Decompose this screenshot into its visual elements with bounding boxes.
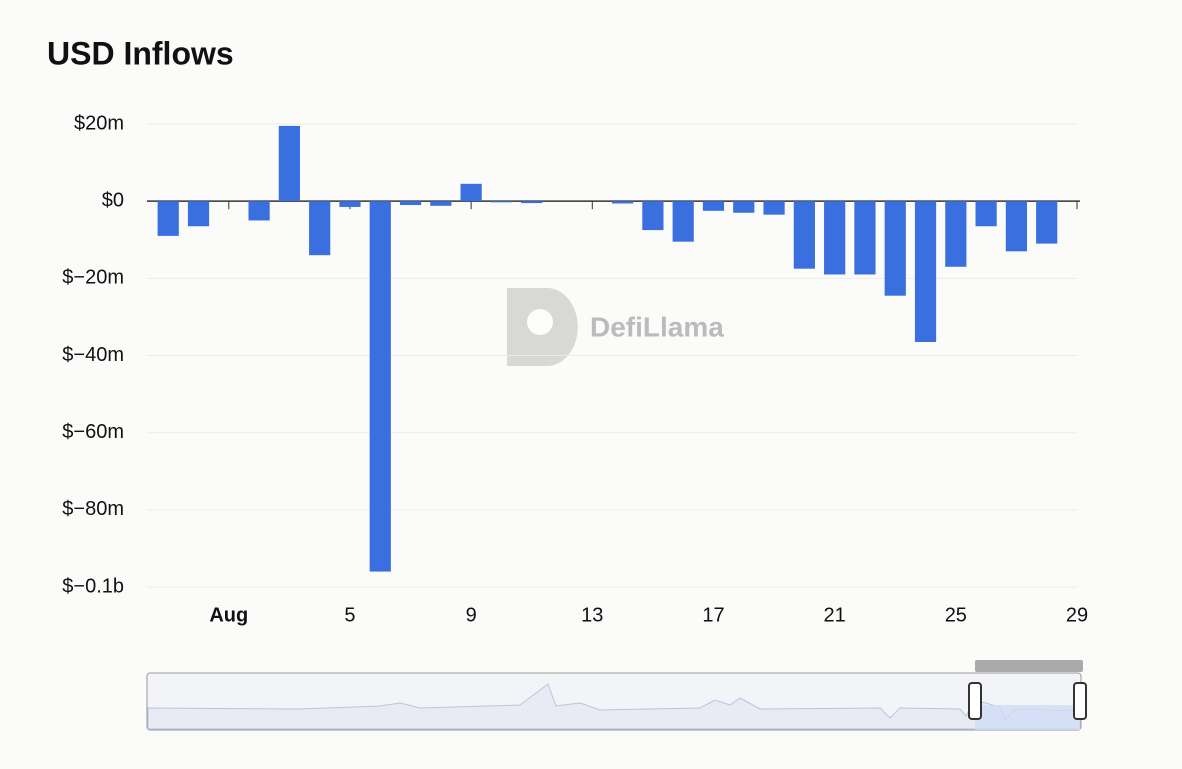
bar [369,201,391,572]
bar [157,201,179,236]
bar [672,201,694,242]
y-tick-label: $−0.1b [62,575,124,597]
y-tick-label: $−20m [62,267,124,289]
x-tick-label: 5 [344,604,355,626]
bar [702,201,725,211]
bar [793,201,815,269]
bar [612,201,634,204]
bar [914,201,937,342]
bar [824,201,846,275]
slider-handle-right[interactable] [1073,682,1087,720]
x-tick-label: 25 [945,604,967,626]
x-tick-label: Aug [209,604,248,626]
bar [733,201,755,213]
bar [278,125,300,202]
y-tick-label: $0 [102,189,124,211]
bar [945,201,967,267]
bar [187,201,210,227]
bar [430,201,452,206]
x-tick-label: 9 [466,604,477,626]
bars [157,125,1058,572]
bar [884,201,906,296]
chart-title: USD Inflows [47,35,234,71]
bar [460,183,482,202]
bar [339,201,361,207]
x-tick-label: 17 [702,604,724,626]
bar [1005,201,1028,252]
bar [854,201,876,275]
bar [975,201,997,227]
x-tick-label: 29 [1066,604,1088,626]
bar [763,201,785,215]
y-tick-label: $−60m [62,421,124,443]
watermark: DefiLlama [590,311,724,342]
x-tick-label: 21 [824,604,846,626]
y-tick-label: $−80m [62,498,124,520]
bar [490,201,513,203]
slider-bar[interactable] [975,660,1083,672]
slider-window [975,705,1080,730]
bar [521,201,543,204]
watermark-logo [507,288,578,366]
range-slider[interactable] [146,660,1087,731]
bar [248,201,270,221]
bar [642,201,664,231]
x-tick-label: 13 [581,604,603,626]
bar [309,201,331,256]
y-tick-label: $−40m [62,344,124,366]
bar [1036,201,1058,244]
bar [399,201,422,206]
y-tick-label: $20m [74,112,124,134]
slider-handle-left[interactable] [968,682,982,720]
